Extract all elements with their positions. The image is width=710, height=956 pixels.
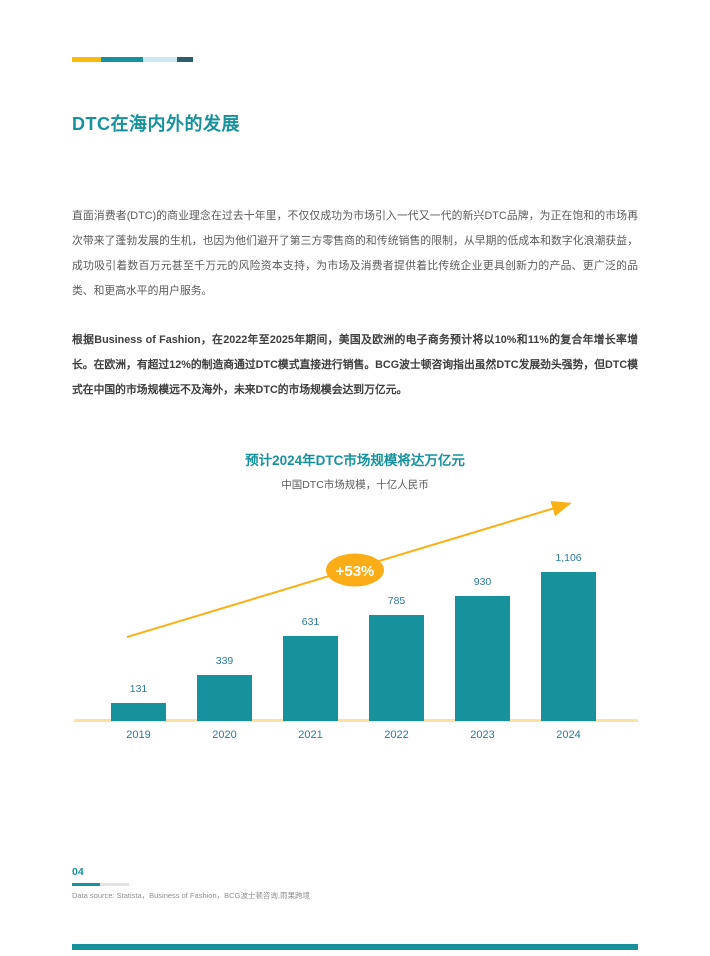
bar-value-label: 1,106 bbox=[555, 552, 582, 564]
bar-value-label: 785 bbox=[387, 595, 406, 607]
bar-2024 bbox=[541, 572, 596, 721]
decor-segment-teal bbox=[101, 57, 143, 62]
chart-title: 预计2024年DTC市场规模将达万亿元 bbox=[245, 453, 465, 468]
x-tick-label: 2019 bbox=[126, 729, 151, 741]
growth-badge bbox=[326, 553, 384, 587]
page-title: DTC在海内外的发展 bbox=[72, 114, 240, 134]
bar-2021 bbox=[283, 636, 338, 721]
bar-value-label: 131 bbox=[129, 683, 148, 695]
header-decor-bar bbox=[72, 57, 193, 62]
chart-subtitle: 中国DTC市场规模，十亿人民币 bbox=[281, 479, 429, 491]
body-paragraph-1: 直面消费者(DTC)的商业理念在过去十年里，不仅仅成功为市场引入一代又一代的新兴… bbox=[72, 210, 638, 297]
bar-value-label: 930 bbox=[473, 576, 492, 588]
x-tick-label: 2021 bbox=[298, 729, 323, 741]
footer-accent-bar bbox=[72, 944, 638, 950]
decor-segment-light-blue bbox=[143, 57, 177, 62]
decor-segment-dark-slate bbox=[177, 57, 193, 62]
x-axis-line bbox=[74, 719, 638, 722]
data-source-note: Data source: Statista，Business of Fashio… bbox=[72, 891, 310, 900]
x-tick-label: 2023 bbox=[470, 729, 495, 741]
bar-2020 bbox=[197, 675, 252, 721]
x-tick-label: 2024 bbox=[556, 729, 581, 741]
page-number-rule bbox=[72, 883, 129, 886]
bar-2019 bbox=[111, 703, 166, 721]
decor-segment-gold bbox=[72, 57, 101, 62]
bar-2022 bbox=[369, 615, 424, 721]
page-number: 04 bbox=[72, 866, 84, 878]
bar-value-label: 339 bbox=[215, 655, 234, 667]
x-tick-label: 2020 bbox=[212, 729, 237, 741]
rule-gray-segment bbox=[100, 883, 129, 886]
x-tick-label: 2022 bbox=[384, 729, 409, 741]
bar-chart-plot: 131 2019 339 2020 631 2021 785 2022 930 2023 1,106… bbox=[72, 495, 638, 750]
bar-value-label: 631 bbox=[301, 616, 320, 628]
growth-badge-label: +53% bbox=[336, 563, 375, 580]
body-paragraph-2: 根据Business of Fashion，在2022年至2025年期间，美国及… bbox=[72, 334, 638, 396]
rule-teal-segment bbox=[72, 883, 100, 886]
bar-2023 bbox=[455, 596, 510, 721]
